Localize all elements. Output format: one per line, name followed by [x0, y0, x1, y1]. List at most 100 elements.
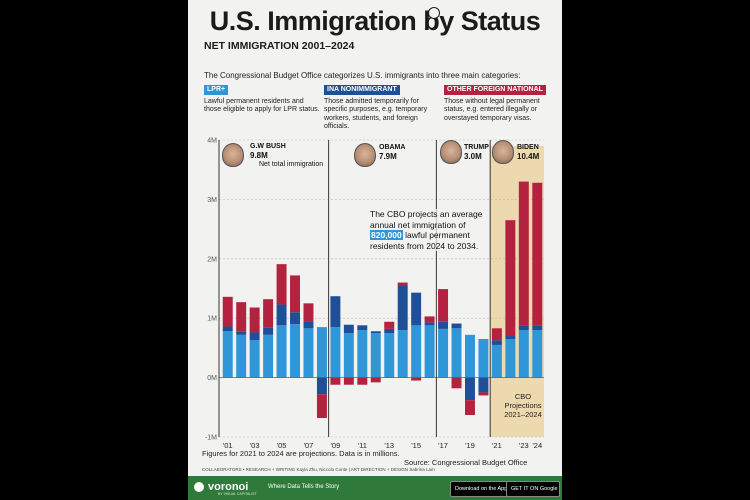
bar-ina-nonimmigrant-2020 — [478, 377, 489, 393]
bar-other-foreign-national-2004 — [263, 299, 274, 328]
bar-ina-nonimmigrant-2017 — [438, 321, 449, 329]
x-tick-label: '19 — [465, 441, 475, 450]
bar-ina-nonimmigrant-2015 — [411, 292, 422, 326]
page-subtitle: NET IMMIGRATION 2001–2024 — [204, 40, 355, 52]
bar-ina-nonimmigrant-2019 — [464, 377, 475, 401]
projection-label-line1: CBO — [514, 392, 532, 401]
brand-subtitle: BY VISUAL CAPITALIST — [218, 492, 257, 496]
bar-other-foreign-national-2023 — [518, 181, 529, 326]
x-tick-label: '23 — [519, 441, 529, 450]
bar-lpr--2008 — [316, 327, 327, 378]
president-name-bush: G.W BUSH — [250, 143, 286, 150]
bar-ina-nonimmigrant-2007 — [303, 321, 314, 329]
category-desc-ina: Those admitted temporarily for specific … — [324, 98, 428, 131]
president-total-bush: 9.8M — [250, 151, 268, 160]
y-tick-label: 0M — [207, 375, 217, 382]
x-tick-label: '15 — [411, 441, 421, 450]
category-title-lpr: LPR+ — [204, 85, 229, 95]
bar-other-foreign-national-2002 — [236, 302, 247, 332]
bar-ina-nonimmigrant-2006 — [290, 312, 301, 325]
bar-lpr--2014 — [397, 330, 408, 378]
y-tick-label: 1M — [207, 316, 217, 323]
cbo-callout: The CBO projects an average annual net i… — [370, 209, 488, 251]
category-title-other: OTHER FOREIGN NATIONAL — [444, 85, 546, 95]
x-tick-label: '09 — [331, 441, 341, 450]
category-title-ina: INA NONIMMIGRANT — [324, 85, 400, 95]
bar-ina-nonimmigrant-2022 — [505, 336, 516, 339]
bar-lpr--2006 — [290, 324, 301, 378]
bar-ina-nonimmigrant-2012 — [370, 331, 381, 334]
bar-lpr--2009 — [330, 327, 341, 378]
bar-lpr--2022 — [505, 338, 516, 378]
infographic-poster: U.S. Immigration by Status NET IMMIGRATI… — [188, 0, 562, 500]
bar-other-foreign-national-2008 — [316, 394, 327, 418]
stacked-bar-chart: -1M 0M 1M 2M 3M 4M '01 '03 '05 '07 '09 '11 '13 '15 '17… — [205, 138, 544, 450]
bar-other-foreign-national-2021 — [491, 328, 502, 341]
y-tick-label: 4M — [207, 138, 217, 145]
x-tick-label: '05 — [277, 441, 287, 450]
bar-other-foreign-national-2024 — [532, 182, 543, 326]
bar-other-foreign-national-2017 — [438, 289, 449, 322]
projection-label: CBO Projections 2021–2024 — [498, 392, 548, 419]
bar-ina-nonimmigrant-2010 — [343, 324, 354, 334]
bar-lpr--2003 — [249, 340, 260, 378]
bar-lpr--2007 — [303, 328, 314, 378]
bar-other-foreign-national-2020 — [478, 392, 489, 396]
tagline: Where Data Tells the Story — [268, 484, 340, 490]
x-tick-label: '21 — [492, 441, 502, 450]
president-total-trump: 3.0M — [464, 152, 482, 161]
bar-ina-nonimmigrant-2004 — [263, 327, 274, 335]
source-text: Source: Congressional Budget Office — [404, 458, 528, 467]
bar-lpr--2011 — [357, 330, 368, 378]
bar-ina-nonimmigrant-2018 — [451, 323, 462, 329]
bar-other-foreign-national-2007 — [303, 303, 314, 322]
bar-ina-nonimmigrant-2023 — [518, 325, 529, 331]
bar-ina-nonimmigrant-2001 — [222, 326, 233, 332]
bar-ina-nonimmigrant-2008 — [316, 377, 327, 395]
bar-ina-nonimmigrant-2013 — [384, 328, 395, 334]
brand-name: voronoi — [208, 481, 249, 493]
bar-lpr--2024 — [532, 330, 543, 378]
bar-other-foreign-national-2019 — [464, 400, 475, 416]
bar-other-foreign-national-2022 — [505, 220, 516, 337]
y-tick-label: 3M — [207, 197, 217, 204]
x-tick-label: '17 — [438, 441, 448, 450]
bar-lpr--2023 — [518, 330, 529, 378]
footer-bar: voronoi BY VISUAL CAPITALIST Where Data … — [188, 476, 562, 500]
bar-other-foreign-national-2003 — [249, 307, 260, 333]
x-tick-label: '03 — [250, 441, 260, 450]
bar-ina-nonimmigrant-2021 — [491, 340, 502, 345]
president-total-obama: 7.9M — [379, 152, 397, 161]
bar-ina-nonimmigrant-2005 — [276, 304, 287, 326]
president-name-trump: TRUMP — [464, 144, 489, 151]
bar-lpr--2002 — [236, 334, 247, 378]
y-tick-label: 2M — [207, 256, 217, 263]
bar-lpr--2012 — [370, 333, 381, 378]
y-tick-label: -1M — [205, 435, 217, 442]
president-name-biden: BIDEN — [517, 144, 539, 151]
bar-other-foreign-national-2010 — [343, 377, 354, 385]
bar-other-foreign-national-2009 — [330, 377, 341, 385]
bar-lpr--2020 — [478, 338, 489, 378]
bar-lpr--2019 — [464, 334, 475, 378]
bar-lpr--2013 — [384, 333, 395, 378]
bar-other-foreign-national-2012 — [370, 377, 381, 383]
voronoi-logo-icon — [194, 482, 204, 492]
obama-portrait — [354, 143, 376, 167]
callout-text-after: lawful permanent residents from 2024 to … — [370, 230, 479, 251]
bar-lpr--2010 — [343, 333, 354, 378]
google-play-button[interactable]: GET IT ON Google Play — [506, 481, 560, 497]
bar-lpr--2018 — [451, 328, 462, 378]
bar-ina-nonimmigrant-2009 — [330, 296, 341, 328]
x-tick-label: '07 — [304, 441, 314, 450]
bar-ina-nonimmigrant-2014 — [397, 285, 408, 331]
bar-other-foreign-national-2014 — [397, 282, 408, 286]
x-tick-label: '01 — [223, 441, 233, 450]
bar-lpr--2005 — [276, 325, 287, 378]
bar-other-foreign-national-2015 — [411, 377, 422, 381]
category-desc-lpr: Lawful permanent residents and those eli… — [204, 98, 320, 114]
bar-other-foreign-national-2016 — [424, 316, 435, 323]
x-tick-label: '11 — [358, 441, 367, 450]
bar-lpr--2021 — [491, 344, 502, 378]
bar-lpr--2017 — [438, 328, 449, 378]
